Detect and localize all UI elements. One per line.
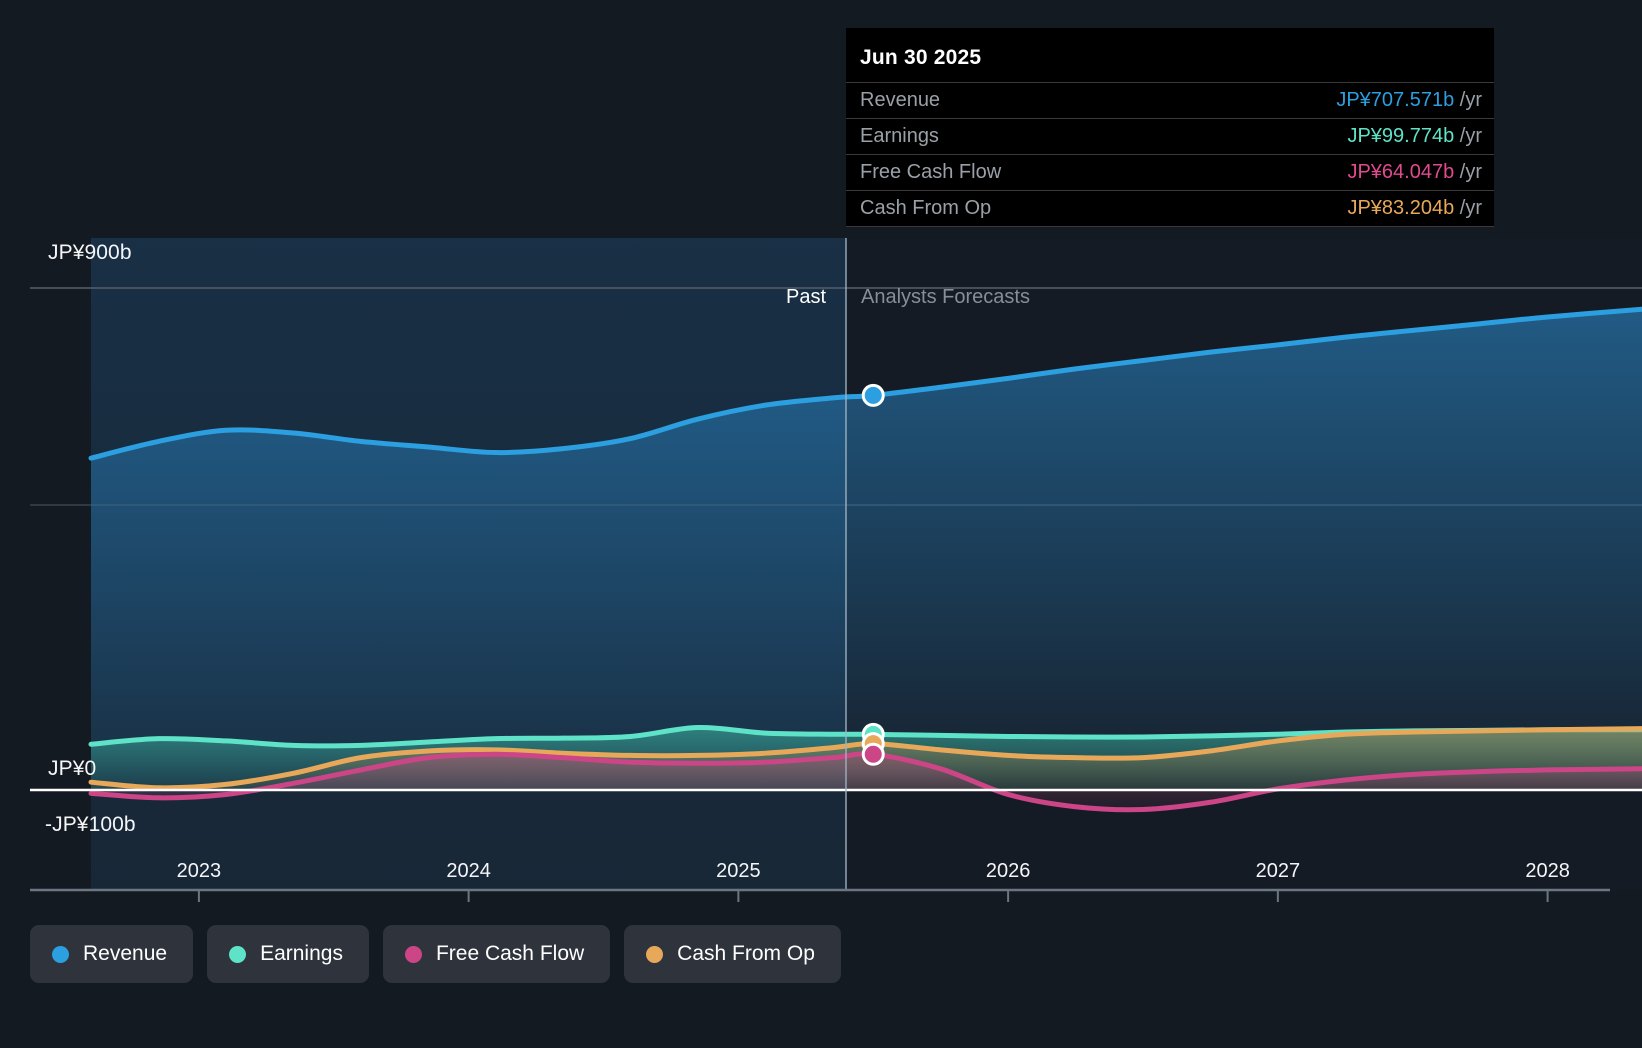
tooltip-row: Free Cash Flow JP¥64.047b /yr bbox=[846, 154, 1494, 191]
tooltip-value-amount: JP¥707.571b bbox=[1336, 89, 1455, 111]
legend-item-label: Cash From Op bbox=[677, 942, 815, 965]
y-axis-label-min: -JP¥100b bbox=[45, 813, 136, 836]
data-point-tooltip: Jun 30 2025 Revenue JP¥707.571b /yr Earnin… bbox=[846, 28, 1494, 227]
tooltip-row: Cash From Op JP¥83.204b /yr bbox=[846, 190, 1494, 227]
series-line-free-cash-flow bbox=[88, 751, 1642, 813]
series-line-revenue bbox=[88, 306, 1642, 461]
legend-color-swatch-icon bbox=[404, 945, 422, 963]
legend-item-label: Revenue bbox=[83, 942, 168, 965]
x-axis-label-2025: 2025 bbox=[716, 860, 761, 882]
tooltip-metric-value: JP¥83.204b /yr bbox=[1167, 190, 1494, 227]
legend-color-swatch-icon bbox=[52, 945, 69, 963]
tooltip-metric-value: JP¥64.047b /yr bbox=[1167, 154, 1494, 191]
legend-item-cash-from-op[interactable]: Cash From Op bbox=[624, 925, 841, 983]
tooltip-value-unit: /yr bbox=[1454, 125, 1482, 147]
tooltip-date: Jun 30 2025 bbox=[860, 46, 982, 69]
tooltip-metric-name: Cash From Op bbox=[846, 190, 1168, 227]
chart-legend: Revenue Earnings Free Cash Flow Cash From O… bbox=[30, 925, 841, 983]
x-axis-label-2027: 2027 bbox=[1255, 860, 1301, 882]
series-area-free-cash-flow bbox=[91, 753, 1642, 810]
x-axis-label-2023: 2023 bbox=[176, 860, 222, 882]
x-axis bbox=[30, 888, 1610, 902]
tooltip-value-unit: /yr bbox=[1454, 161, 1482, 183]
highlight-markers bbox=[861, 383, 885, 766]
tooltip-value-unit: /yr bbox=[1454, 89, 1482, 111]
past-label: Past bbox=[786, 286, 827, 308]
y-axis-label-zero: JP¥0 bbox=[48, 757, 97, 780]
legend-color-swatch-icon bbox=[646, 945, 664, 963]
marker-revenue[interactable] bbox=[861, 383, 885, 407]
x-axis-label-2028: 2028 bbox=[1525, 860, 1570, 882]
series-line-cash-from-op bbox=[88, 726, 1642, 791]
legend-color-swatch-icon bbox=[229, 945, 247, 963]
legend-item-revenue[interactable]: Revenue bbox=[30, 925, 194, 983]
tooltip-metric-value: JP¥99.774b /yr bbox=[1167, 118, 1494, 155]
series-area-revenue bbox=[91, 309, 1642, 790]
tooltip-row: Revenue JP¥707.571b /yr bbox=[846, 82, 1494, 119]
x-axis-label-2024: 2024 bbox=[446, 860, 491, 882]
tooltip-metric-name: Revenue bbox=[846, 82, 1168, 119]
tooltip-metric-name: Free Cash Flow bbox=[846, 154, 1168, 191]
tooltip-value-unit: /yr bbox=[1454, 197, 1482, 219]
legend-item-free-cash-flow[interactable]: Free Cash Flow bbox=[382, 925, 611, 983]
legend-item-earnings[interactable]: Earnings bbox=[207, 925, 369, 983]
pre-series-background bbox=[0, 238, 91, 890]
tooltip-value-amount: JP¥99.774b bbox=[1347, 125, 1455, 147]
tooltip-values-table: Revenue JP¥707.571b /yr Earnings JP¥99.774b… bbox=[846, 82, 1494, 227]
tooltip-metric-name: Earnings bbox=[846, 118, 1168, 155]
marker-free-cash-flow[interactable] bbox=[861, 742, 885, 766]
analysts-forecasts-label: Analysts Forecasts bbox=[861, 286, 1030, 308]
y-axis-label-max: JP¥900b bbox=[48, 241, 132, 264]
legend-item-label: Free Cash Flow bbox=[435, 942, 585, 965]
tooltip-value-amount: JP¥64.047b bbox=[1347, 161, 1455, 183]
tooltip-metric-value: JP¥707.571b /yr bbox=[1167, 82, 1494, 119]
legend-item-label: Earnings bbox=[260, 942, 343, 965]
tooltip-value-amount: JP¥83.204b bbox=[1347, 197, 1455, 219]
x-axis-label-2026: 2026 bbox=[985, 860, 1031, 882]
tooltip-row: Earnings JP¥99.774b /yr bbox=[846, 118, 1494, 155]
